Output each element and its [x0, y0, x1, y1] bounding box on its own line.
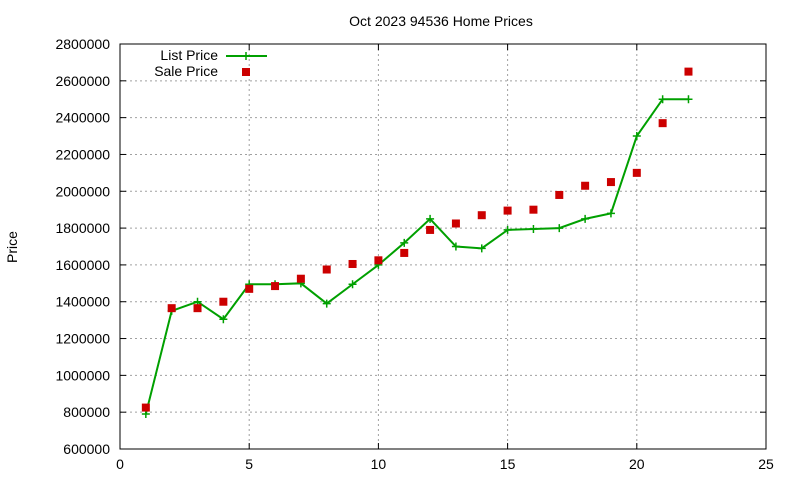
list-price-point — [348, 280, 357, 289]
sale-price-point — [503, 206, 512, 215]
list-price-point — [451, 242, 460, 251]
list-price-line — [144, 98, 689, 415]
x-tick-label: 15 — [500, 456, 516, 472]
sale-price-point — [632, 168, 641, 177]
legend-sale-price-marker — [242, 68, 250, 76]
list-price-point — [529, 225, 538, 234]
list-price-point — [219, 315, 228, 324]
axis-tick-labels: 0 5 10 15 20 25 600000 800000 1000000 1200000 1400… — [55, 36, 774, 472]
sale-price-point — [141, 403, 150, 412]
list-price-point — [555, 224, 564, 233]
sale-price-point — [193, 304, 202, 313]
legend-list-price-marker — [242, 52, 250, 60]
sale-price-point — [606, 178, 615, 187]
sale-price-point — [477, 211, 486, 220]
sale-price-point — [245, 284, 254, 293]
list-price-point — [632, 132, 641, 141]
y-tick-label: 800000 — [63, 404, 110, 420]
legend: List Price Sale Price — [154, 47, 267, 79]
sale-price-point — [581, 181, 590, 190]
sale-price-point — [296, 274, 305, 283]
sale-price-point — [271, 282, 280, 291]
y-tick-label: 2400000 — [55, 110, 110, 126]
x-tick-label: 10 — [371, 456, 387, 472]
y-tick-label: 1800000 — [55, 220, 110, 236]
sale-price-point — [374, 256, 383, 265]
sale-price-point — [219, 297, 228, 306]
y-tick-label: 600000 — [63, 441, 110, 457]
list-price-point — [426, 214, 435, 223]
list-price-point — [477, 244, 486, 253]
y-tick-label: 1200000 — [55, 331, 110, 347]
list-price-point — [503, 225, 512, 234]
y-axis-label: Price — [4, 231, 20, 263]
sale-price-point — [322, 265, 331, 274]
series-layer — [141, 67, 693, 419]
list-price-point — [400, 238, 409, 247]
sale-price-point — [400, 248, 409, 257]
sale-price-point — [426, 225, 435, 234]
sale-price-point — [451, 219, 460, 228]
list-price-point — [606, 209, 615, 218]
x-tick-label: 5 — [245, 456, 253, 472]
legend-label-sale-price: Sale Price — [154, 63, 218, 79]
chart-title: Oct 2023 94536 Home Prices — [349, 13, 533, 29]
y-tick-label: 1400000 — [55, 294, 110, 310]
list-price-point — [684, 95, 693, 104]
y-tick-label: 1600000 — [55, 257, 110, 273]
list-price-point — [581, 214, 590, 223]
sale-price-point — [555, 190, 564, 199]
legend-label-list-price: List Price — [160, 47, 218, 63]
sale-price-point — [684, 67, 693, 76]
y-tick-label: 2600000 — [55, 73, 110, 89]
sale-price-point — [167, 304, 176, 313]
sale-price-point — [348, 259, 357, 268]
sale-price-point — [529, 205, 538, 214]
y-tick-label: 2800000 — [55, 36, 110, 52]
x-tick-label: 20 — [629, 456, 645, 472]
sale-price-point — [658, 119, 667, 128]
x-tick-label: 0 — [116, 456, 124, 472]
y-tick-label: 2200000 — [55, 146, 110, 162]
y-tick-label: 1000000 — [55, 367, 110, 383]
list-price-point — [658, 95, 667, 104]
list-price-point — [322, 299, 331, 308]
y-tick-label: 2000000 — [55, 183, 110, 199]
x-tick-label: 25 — [758, 456, 774, 472]
plot-frame — [119, 43, 767, 450]
